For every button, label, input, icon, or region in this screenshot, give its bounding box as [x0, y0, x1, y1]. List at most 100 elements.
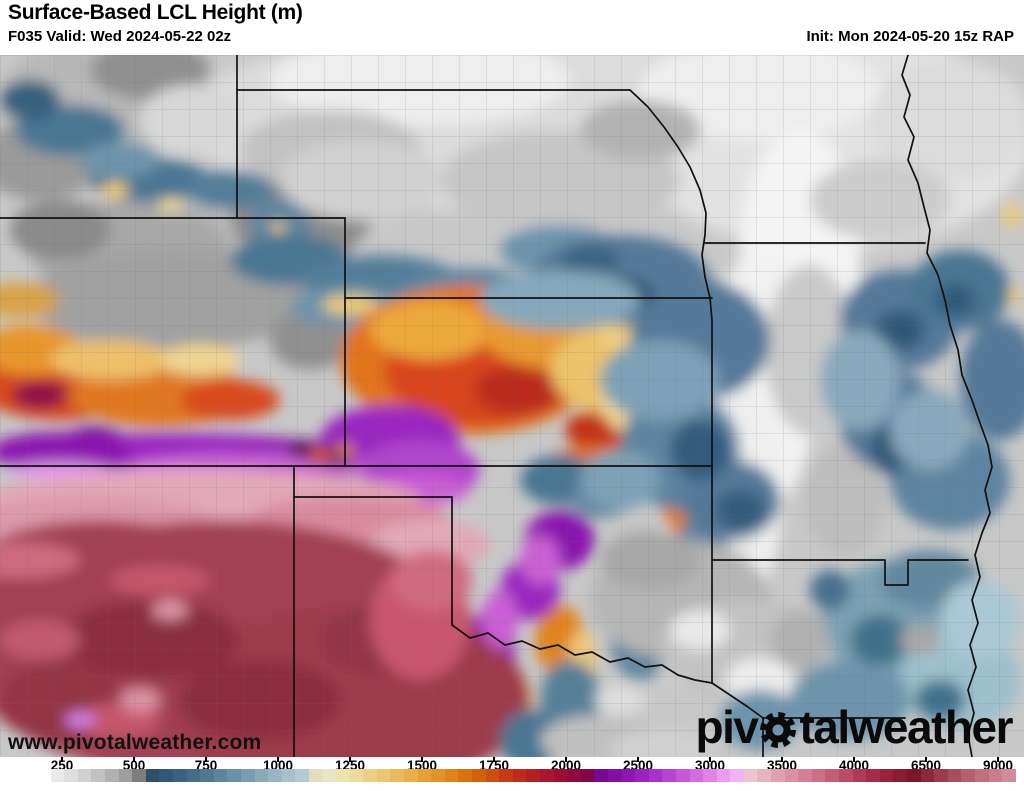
colorbar-segment: [172, 769, 187, 782]
colorbar-segment: [920, 769, 935, 782]
colorbar-segment: [77, 769, 92, 782]
gear-icon: [760, 712, 797, 748]
colorbar-segment: [308, 769, 323, 782]
colorbar-tick-mark: [349, 757, 351, 762]
forecast-valid-label: F035 Valid: Wed 2024-05-22 02z: [8, 28, 232, 45]
colorbar-segment: [268, 769, 282, 782]
state-border: [711, 559, 969, 586]
colorbar-segment: [553, 769, 568, 782]
colorbar-segment: [825, 769, 840, 782]
colorbar-segment: [499, 769, 513, 782]
watermark-link[interactable]: www.pivotalweather.com: [8, 731, 262, 754]
colorbar-segment: [757, 769, 772, 782]
colorbar-segment: [621, 769, 636, 782]
colorbar-segment: [186, 769, 201, 782]
colorbar-segment: [458, 769, 472, 782]
colorbar-segment: [947, 769, 962, 782]
colorbar-segment: [852, 769, 867, 782]
colorbar-segment: [91, 769, 105, 782]
colorbar-segment: [336, 769, 350, 782]
colorbar-segment: [893, 769, 907, 782]
colorbar-segment: [716, 769, 731, 782]
colorbar-segment: [934, 769, 948, 782]
colorbar-tick-mark: [637, 757, 639, 762]
colorbar-segment: [879, 769, 894, 782]
page-title: Surface-Based LCL Height (m): [8, 1, 303, 24]
colorbar-segment: [635, 769, 649, 782]
county-grid: [0, 55, 1024, 757]
colorbar-segment: [281, 769, 296, 782]
colorbar-tick-mark: [925, 757, 927, 762]
colorbar-segment: [472, 769, 486, 782]
colorbar-segment: [974, 769, 989, 782]
colorbar-segment: [539, 769, 554, 782]
colorbar-segment: [907, 769, 921, 782]
colorbar-segment: [485, 769, 500, 782]
colorbar-segment: [1002, 769, 1016, 782]
colorbar-segment: [363, 769, 377, 782]
colorbar-tick-mark: [781, 757, 783, 762]
colorbar-segment: [648, 769, 663, 782]
logo-text-weather: weather: [848, 701, 1014, 753]
colorbar-segment: [512, 769, 527, 782]
logo-text-piv: piv: [695, 701, 758, 753]
colorbar-segment: [771, 769, 785, 782]
state-border: [451, 624, 713, 684]
colorbar-segment: [730, 769, 744, 782]
state-border: [711, 682, 764, 719]
colorbar-segment: [689, 769, 704, 782]
colorbar-segment: [37, 769, 51, 782]
colorbar-segment: [431, 769, 445, 782]
colorbar-segment: [322, 769, 337, 782]
colorbar-segment: [417, 769, 432, 782]
colorbar-segment: [50, 769, 65, 782]
state-borders-layer: [0, 55, 993, 757]
colorbar-segment: [240, 769, 255, 782]
colorbar-segment: [118, 769, 133, 782]
state-border: [901, 55, 993, 757]
colorbar-segment: [213, 769, 228, 782]
map-canvas: [0, 55, 1024, 757]
colorbar-segment: [132, 769, 146, 782]
lcl-height-map: [0, 55, 1024, 757]
colorbar-segment: [254, 769, 269, 782]
colorbar-segment: [798, 769, 812, 782]
colorbar-segment: [607, 769, 622, 782]
colorbar-tick-mark: [133, 757, 135, 762]
colorbar-segment: [988, 769, 1003, 782]
colorbar-segment: [866, 769, 880, 782]
colorbar-tick-mark: [421, 757, 423, 762]
model-init-label: Init: Mon 2024-05-20 15z RAP: [806, 28, 1014, 45]
colorbar-segment: [349, 769, 364, 782]
colorbar-segment: [145, 769, 160, 782]
colorbar-segment: [200, 769, 214, 782]
colorbar-segment: [404, 769, 418, 782]
colorbar-segment: [580, 769, 595, 782]
colorbar-segment: [811, 769, 826, 782]
colorbar-strip: 250 500 750 1000 1250 1500 1750 2000 2500 3000 350…: [0, 757, 1024, 791]
colorbar-tick-mark: [205, 757, 207, 762]
colorbar-segment: [64, 769, 78, 782]
colorbar-tick-mark: [493, 757, 495, 762]
colorbar-segment: [104, 769, 119, 782]
colorbar-segment: [594, 769, 608, 782]
colorbar-segment: [444, 769, 459, 782]
pivotal-weather-logo[interactable]: piv tal weather: [695, 700, 1014, 754]
colorbar-segment: [567, 769, 581, 782]
colorbar-tick-mark: [61, 757, 63, 762]
colorbar-segment: [159, 769, 173, 782]
colorbar-segment: [703, 769, 717, 782]
colorbar: [37, 769, 1016, 782]
colorbar-segment: [961, 769, 975, 782]
colorbar-segment: [526, 769, 540, 782]
colorbar-segment: [390, 769, 405, 782]
colorbar-segment: [662, 769, 676, 782]
colorbar-segment: [295, 769, 309, 782]
colorbar-tick-mark: [709, 757, 711, 762]
colorbar-segment: [839, 769, 853, 782]
colorbar-tick-mark: [853, 757, 855, 762]
colorbar-segment: [376, 769, 391, 782]
colorbar-tick-mark: [277, 757, 279, 762]
colorbar-tick-mark: [565, 757, 567, 762]
logo-text-tal: tal: [799, 701, 850, 753]
